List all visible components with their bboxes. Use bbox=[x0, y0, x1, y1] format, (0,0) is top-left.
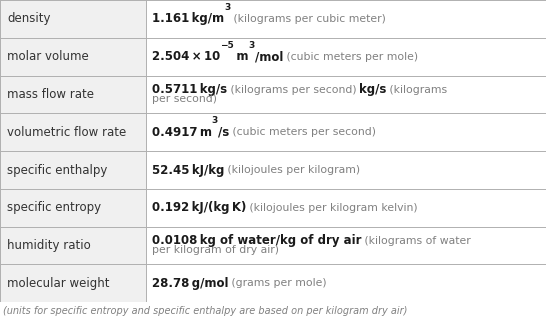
Bar bbox=[0, 227, 146, 265]
Text: 0.4917 m: 0.4917 m bbox=[152, 126, 212, 139]
Text: kg/s: kg/s bbox=[359, 83, 386, 96]
Text: per second): per second) bbox=[152, 94, 217, 104]
Bar bbox=[0, 265, 146, 302]
Text: (kilograms of water: (kilograms of water bbox=[361, 236, 471, 246]
Bar bbox=[0, 76, 146, 113]
Text: volumetric flow rate: volumetric flow rate bbox=[7, 126, 126, 139]
Text: 3: 3 bbox=[248, 41, 254, 50]
Text: 3: 3 bbox=[224, 3, 230, 12]
Text: /s: /s bbox=[218, 126, 229, 139]
Text: specific entropy: specific entropy bbox=[7, 201, 101, 214]
Text: molecular weight: molecular weight bbox=[7, 277, 110, 290]
Bar bbox=[0, 151, 146, 189]
Text: per kilogram of dry air): per kilogram of dry air) bbox=[152, 245, 279, 255]
Text: (cubic meters per mole): (cubic meters per mole) bbox=[283, 52, 418, 62]
Text: (kilograms: (kilograms bbox=[386, 84, 447, 95]
Bar bbox=[0, 0, 146, 38]
Text: mass flow rate: mass flow rate bbox=[7, 88, 94, 101]
Text: density: density bbox=[7, 12, 51, 25]
Bar bbox=[0, 189, 146, 227]
Text: (kilograms per second): (kilograms per second) bbox=[227, 84, 359, 95]
Text: 52.45 kJ/kg: 52.45 kJ/kg bbox=[152, 163, 224, 176]
Text: (units for specific entropy and specific enthalpy are based on per kilogram dry : (units for specific entropy and specific… bbox=[3, 306, 407, 316]
Text: humidity ratio: humidity ratio bbox=[7, 239, 91, 252]
Text: (kilojoules per kilogram): (kilojoules per kilogram) bbox=[224, 165, 360, 175]
Text: (cubic meters per second): (cubic meters per second) bbox=[229, 127, 376, 137]
Text: specific enthalpy: specific enthalpy bbox=[7, 163, 108, 176]
Text: /mol: /mol bbox=[254, 50, 283, 63]
Text: 0.5711 kg/s: 0.5711 kg/s bbox=[152, 83, 227, 96]
Text: 3: 3 bbox=[212, 116, 218, 125]
Text: 1.161 kg/m: 1.161 kg/m bbox=[152, 12, 224, 25]
Text: m: m bbox=[234, 50, 248, 63]
Text: molar volume: molar volume bbox=[7, 50, 89, 63]
Text: 2.504 × 10: 2.504 × 10 bbox=[152, 50, 220, 63]
Bar bbox=[0, 38, 146, 76]
Text: 28.78 g/mol: 28.78 g/mol bbox=[152, 277, 228, 290]
Text: 0.0108 kg of water/kg of dry air: 0.0108 kg of water/kg of dry air bbox=[152, 234, 361, 247]
Text: 0.192 kJ/(kg K): 0.192 kJ/(kg K) bbox=[152, 201, 246, 214]
Bar bbox=[0, 113, 146, 151]
Text: (kilograms per cubic meter): (kilograms per cubic meter) bbox=[230, 14, 386, 24]
Text: (grams per mole): (grams per mole) bbox=[228, 278, 327, 288]
Text: (kilojoules per kilogram kelvin): (kilojoules per kilogram kelvin) bbox=[246, 203, 418, 213]
Text: −5: −5 bbox=[220, 41, 234, 50]
